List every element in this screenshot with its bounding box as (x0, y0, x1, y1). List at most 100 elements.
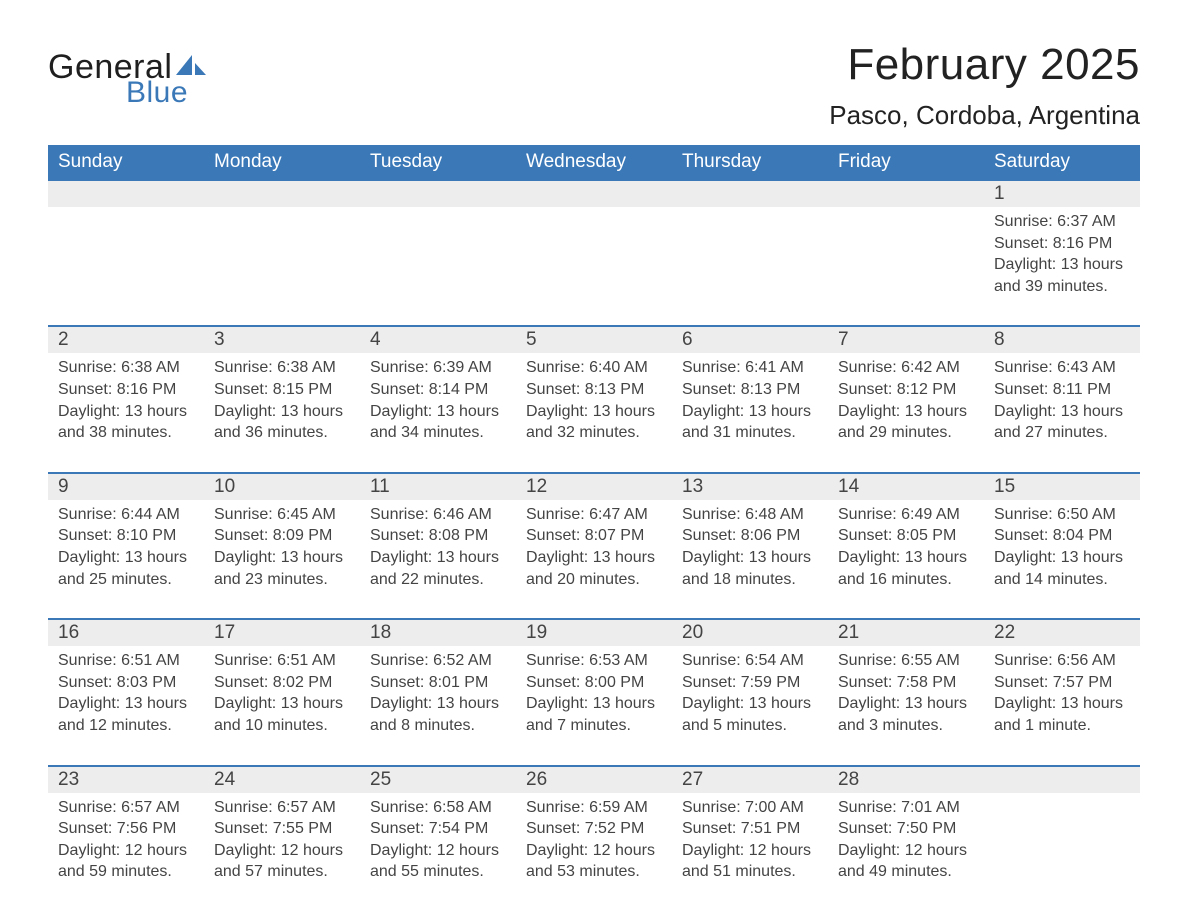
sunset-text: Sunset: 7:55 PM (214, 818, 350, 840)
day-cell: 16Sunrise: 6:51 AMSunset: 8:03 PMDayligh… (48, 620, 204, 744)
day-number: 5 (516, 327, 672, 353)
day-cell: 15Sunrise: 6:50 AMSunset: 8:04 PMDayligh… (984, 474, 1140, 598)
sunset-text: Sunset: 8:13 PM (682, 379, 818, 401)
sunset-text: Sunset: 7:57 PM (994, 672, 1130, 694)
day-number: 19 (516, 620, 672, 646)
day-number: 13 (672, 474, 828, 500)
day-cell: 12Sunrise: 6:47 AMSunset: 8:07 PMDayligh… (516, 474, 672, 598)
day-body: Sunrise: 7:01 AMSunset: 7:50 PMDaylight:… (838, 797, 974, 883)
day-body: Sunrise: 6:57 AMSunset: 7:55 PMDaylight:… (214, 797, 350, 883)
sunset-text: Sunset: 8:16 PM (58, 379, 194, 401)
daylight-text: Daylight: 13 hours and 32 minutes. (526, 401, 662, 444)
day-number: 8 (984, 327, 1140, 353)
day-cell: 4 Sunrise: 6:39 AMSunset: 8:14 PMDaylight… (360, 327, 516, 451)
sunset-text: Sunset: 8:15 PM (214, 379, 350, 401)
day-cell: 27Sunrise: 7:00 AMSunset: 7:51 PMDayligh… (672, 767, 828, 891)
day-body: Sunrise: 6:49 AMSunset: 8:05 PMDaylight:… (838, 504, 974, 590)
day-number: 24 (204, 767, 360, 793)
sunrise-text: Sunrise: 6:57 AM (214, 797, 350, 819)
day-number: 11 (360, 474, 516, 500)
day-number (516, 181, 672, 207)
weekday-header: Wednesday (516, 145, 672, 181)
day-body: Sunrise: 6:40 AMSunset: 8:13 PMDaylight:… (526, 357, 662, 443)
sunrise-text: Sunrise: 6:42 AM (838, 357, 974, 379)
week-row: 23Sunrise: 6:57 AMSunset: 7:56 PMDayligh… (48, 765, 1140, 891)
day-body: Sunrise: 6:45 AMSunset: 8:09 PMDaylight:… (214, 504, 350, 590)
daylight-text: Daylight: 12 hours and 53 minutes. (526, 840, 662, 883)
daylight-text: Daylight: 13 hours and 29 minutes. (838, 401, 974, 444)
day-body: Sunrise: 6:52 AMSunset: 8:01 PMDaylight:… (370, 650, 506, 736)
daylight-text: Daylight: 13 hours and 18 minutes. (682, 547, 818, 590)
day-number: 17 (204, 620, 360, 646)
sunrise-text: Sunrise: 7:00 AM (682, 797, 818, 819)
day-body: Sunrise: 6:51 AMSunset: 8:03 PMDaylight:… (58, 650, 194, 736)
day-cell: 25 Sunrise: 6:58 AMSunset: 7:54 PMDayligh… (360, 767, 516, 891)
daylight-text: Daylight: 13 hours and 27 minutes. (994, 401, 1130, 444)
day-body: Sunrise: 6:53 AMSunset: 8:00 PMDaylight:… (526, 650, 662, 736)
header-row: General Blue February 2025 Pasco, Cordob… (48, 40, 1140, 131)
day-body: Sunrise: 6:38 AMSunset: 8:16 PMDaylight:… (58, 357, 194, 443)
day-cell: 9 Sunrise: 6:44 AMSunset: 8:10 PMDaylight… (48, 474, 204, 598)
sunrise-text: Sunrise: 6:45 AM (214, 504, 350, 526)
sunset-text: Sunset: 8:16 PM (994, 233, 1130, 255)
sunset-text: Sunset: 8:01 PM (370, 672, 506, 694)
sunset-text: Sunset: 7:58 PM (838, 672, 974, 694)
day-body: Sunrise: 6:43 AMSunset: 8:11 PMDaylight:… (994, 357, 1130, 443)
day-body: Sunrise: 6:58 AMSunset: 7:54 PMDaylight:… (370, 797, 506, 883)
day-body: Sunrise: 6:59 AMSunset: 7:52 PMDaylight:… (526, 797, 662, 883)
day-number: 12 (516, 474, 672, 500)
sunset-text: Sunset: 8:03 PM (58, 672, 194, 694)
day-number: 25 (360, 767, 516, 793)
day-cell (672, 181, 828, 305)
day-cell: 6Sunrise: 6:41 AMSunset: 8:13 PMDaylight… (672, 327, 828, 451)
day-cell (516, 181, 672, 305)
daylight-text: Daylight: 12 hours and 55 minutes. (370, 840, 506, 883)
daylight-text: Daylight: 13 hours and 20 minutes. (526, 547, 662, 590)
day-cell: 11Sunrise: 6:46 AMSunset: 8:08 PMDayligh… (360, 474, 516, 598)
weeks-container: 1Sunrise: 6:37 AMSunset: 8:16 PMDaylight… (48, 181, 1140, 891)
weekday-header: Monday (204, 145, 360, 181)
daylight-text: Daylight: 13 hours and 25 minutes. (58, 547, 194, 590)
sunset-text: Sunset: 7:52 PM (526, 818, 662, 840)
sunset-text: Sunset: 7:59 PM (682, 672, 818, 694)
sunrise-text: Sunrise: 6:48 AM (682, 504, 818, 526)
daylight-text: Daylight: 12 hours and 59 minutes. (58, 840, 194, 883)
daylight-text: Daylight: 13 hours and 12 minutes. (58, 693, 194, 736)
daylight-text: Daylight: 13 hours and 22 minutes. (370, 547, 506, 590)
sunset-text: Sunset: 8:05 PM (838, 525, 974, 547)
day-number: 1 (984, 181, 1140, 207)
sunset-text: Sunset: 8:06 PM (682, 525, 818, 547)
day-cell: 3Sunrise: 6:38 AMSunset: 8:15 PMDaylight… (204, 327, 360, 451)
sunset-text: Sunset: 7:56 PM (58, 818, 194, 840)
day-body: Sunrise: 6:44 AMSunset: 8:10 PMDaylight:… (58, 504, 194, 590)
day-number: 2 (48, 327, 204, 353)
weekday-header: Saturday (984, 145, 1140, 181)
sunset-text: Sunset: 8:07 PM (526, 525, 662, 547)
daylight-text: Daylight: 13 hours and 34 minutes. (370, 401, 506, 444)
day-number: 15 (984, 474, 1140, 500)
day-number: 20 (672, 620, 828, 646)
daylight-text: Daylight: 13 hours and 1 minute. (994, 693, 1130, 736)
day-number (360, 181, 516, 207)
daylight-text: Daylight: 13 hours and 10 minutes. (214, 693, 350, 736)
sunset-text: Sunset: 7:51 PM (682, 818, 818, 840)
sunrise-text: Sunrise: 6:50 AM (994, 504, 1130, 526)
sunset-text: Sunset: 8:11 PM (994, 379, 1130, 401)
title-block: February 2025 Pasco, Cordoba, Argentina (829, 40, 1140, 131)
day-number: 9 (48, 474, 204, 500)
daylight-text: Daylight: 12 hours and 57 minutes. (214, 840, 350, 883)
day-cell: 23Sunrise: 6:57 AMSunset: 7:56 PMDayligh… (48, 767, 204, 891)
day-number: 28 (828, 767, 984, 793)
sunrise-text: Sunrise: 6:38 AM (214, 357, 350, 379)
day-body: Sunrise: 6:38 AMSunset: 8:15 PMDaylight:… (214, 357, 350, 443)
daylight-text: Daylight: 13 hours and 39 minutes. (994, 254, 1130, 297)
day-cell: 19 Sunrise: 6:53 AMSunset: 8:00 PMDayligh… (516, 620, 672, 744)
sunrise-text: Sunrise: 6:54 AM (682, 650, 818, 672)
day-cell: 22Sunrise: 6:56 AMSunset: 7:57 PMDayligh… (984, 620, 1140, 744)
sunrise-text: Sunrise: 6:49 AM (838, 504, 974, 526)
day-number: 7 (828, 327, 984, 353)
day-cell: 7Sunrise: 6:42 AMSunset: 8:12 PMDaylight… (828, 327, 984, 451)
day-number (204, 181, 360, 207)
day-body: Sunrise: 6:39 AMSunset: 8:14 PMDaylight:… (370, 357, 506, 443)
day-number: 4 (360, 327, 516, 353)
